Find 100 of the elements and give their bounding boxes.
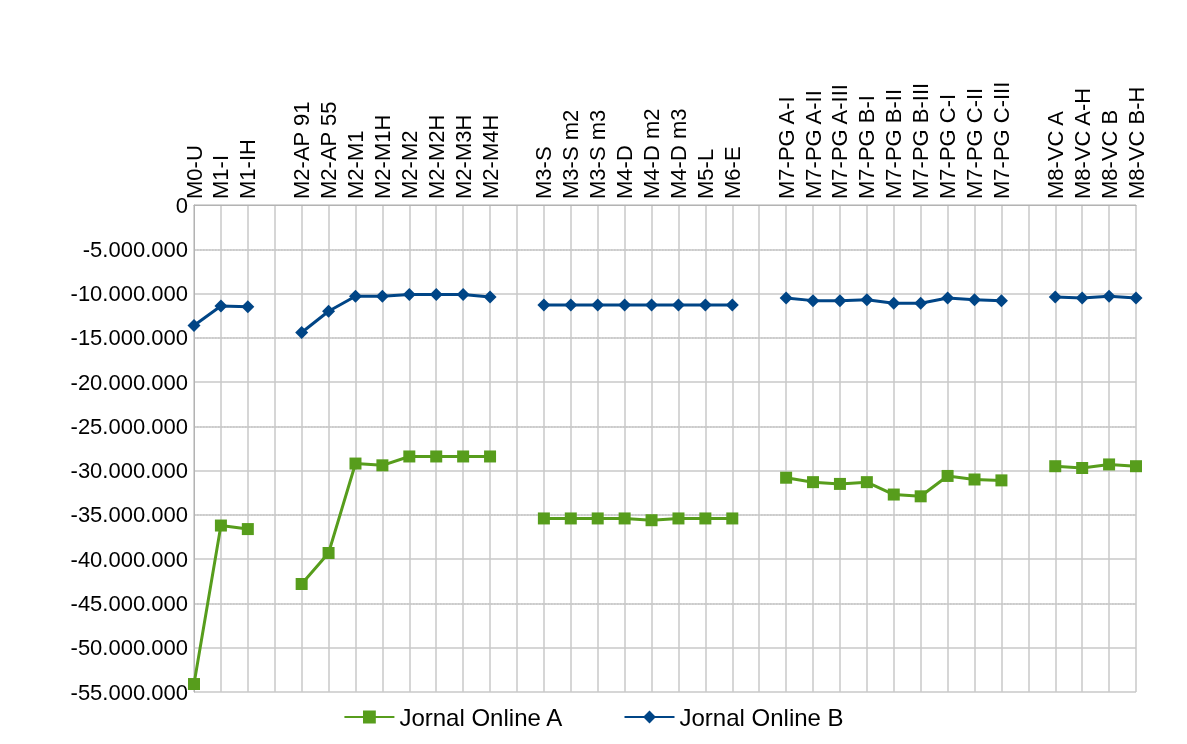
- y-tick-label: -20.000.000: [70, 369, 188, 395]
- legend-label: Jornal Online A: [399, 703, 563, 731]
- point: [887, 296, 901, 310]
- point: [994, 294, 1008, 308]
- point: [1129, 291, 1143, 305]
- point: [780, 471, 793, 484]
- point: [1102, 289, 1116, 303]
- point: [430, 450, 443, 463]
- point: [671, 298, 685, 312]
- point: [1103, 458, 1116, 471]
- x-tick-label: M7-PG A-III: [827, 84, 853, 199]
- point: [564, 298, 578, 312]
- point: [295, 577, 308, 590]
- point: [322, 546, 335, 559]
- point: [484, 450, 497, 463]
- point: [241, 523, 254, 536]
- y-tick-label: -30.000.000: [70, 458, 188, 484]
- x-tick-label: M7-PG C-III: [988, 81, 1014, 199]
- point: [806, 294, 820, 308]
- point: [941, 291, 955, 305]
- point: [995, 474, 1008, 487]
- x-tick-label: M8-VC A-H: [1069, 87, 1095, 199]
- x-tick-label: M2-AP 55: [316, 101, 342, 199]
- point: [968, 473, 981, 486]
- x-tick-label: M2-M4H: [477, 114, 503, 199]
- y-tick-label: -10.000.000: [70, 281, 188, 307]
- point: [833, 294, 847, 308]
- point: [457, 450, 470, 463]
- x-tick-label: M8-VC B: [1096, 109, 1122, 199]
- point: [726, 512, 739, 525]
- point: [645, 298, 659, 312]
- y-tick-label: -50.000.000: [70, 635, 188, 661]
- point: [187, 318, 201, 332]
- x-tick-label: M7-PG B-I: [854, 95, 880, 199]
- y-tick-label: -55.000.000: [70, 679, 188, 705]
- x-tick-label: M7-PG A-I: [773, 96, 799, 199]
- x-tick-label: M2-AP 91: [289, 101, 315, 199]
- point: [860, 293, 874, 307]
- point: [402, 287, 416, 301]
- point: [537, 512, 550, 525]
- point: [725, 298, 739, 312]
- point: [1075, 291, 1089, 305]
- point: [698, 298, 712, 312]
- point: [483, 290, 497, 304]
- x-tick-label: M3-S m2: [558, 109, 584, 199]
- point: [833, 477, 846, 490]
- point: [429, 287, 443, 301]
- x-tick-label: M7-PG C-II: [962, 87, 988, 199]
- point: [322, 304, 336, 318]
- y-tick-label: -45.000.000: [70, 590, 188, 616]
- x-tick-label: M7-PG B-III: [908, 82, 934, 199]
- x-tick-label: M2-M1: [342, 130, 368, 199]
- point: [618, 298, 632, 312]
- point: [456, 287, 470, 301]
- x-tick-label: M4-D: [612, 145, 638, 199]
- point: [214, 299, 228, 313]
- x-tick-label: M4-D m3: [665, 108, 691, 199]
- point: [914, 490, 927, 503]
- x-tick-label: M2-M1H: [369, 114, 395, 199]
- point: [214, 519, 227, 532]
- point: [672, 512, 685, 525]
- point: [914, 296, 928, 310]
- x-tick-label: M8-VC A: [1042, 110, 1068, 199]
- x-tick-label: M2-M2H: [423, 114, 449, 199]
- x-tick-label: M7-PG B-II: [881, 88, 907, 199]
- y-tick-label: -35.000.000: [70, 502, 188, 528]
- legend-label: Jornal Online B: [679, 703, 844, 731]
- point: [1076, 461, 1089, 474]
- point: [860, 476, 873, 489]
- x-tick-label: M2-M2: [396, 130, 422, 199]
- point: [1130, 460, 1142, 473]
- point: [645, 514, 658, 527]
- point: [699, 512, 712, 525]
- point: [591, 512, 604, 525]
- point: [1049, 460, 1062, 473]
- point: [295, 326, 309, 340]
- x-tick-label: M3-S: [531, 146, 557, 199]
- point: [537, 298, 551, 312]
- point: [564, 512, 577, 525]
- y-tick-label: -25.000.000: [70, 413, 188, 439]
- x-tick-label: M3-S m3: [585, 109, 611, 199]
- x-tick-label: M1-I: [208, 155, 234, 199]
- point: [591, 298, 605, 312]
- point: [1048, 290, 1062, 304]
- x-tick-label: M7-PG A-II: [800, 90, 826, 199]
- point: [375, 289, 389, 303]
- x-tick-label: M2-M3H: [450, 114, 476, 199]
- point: [349, 457, 362, 470]
- y-tick-label: -40.000.000: [70, 546, 188, 572]
- point: [241, 300, 255, 314]
- point: [348, 289, 362, 303]
- y-tick-label: -15.000.000: [70, 325, 188, 351]
- x-tick-label: M7-PG C-I: [935, 93, 961, 199]
- x-tick-label: M1-IH: [235, 139, 261, 199]
- point: [403, 450, 416, 463]
- point: [807, 476, 820, 489]
- point: [188, 678, 200, 691]
- x-tick-label: M8-VC B-H: [1123, 86, 1149, 199]
- point: [887, 488, 900, 501]
- point: [618, 512, 631, 525]
